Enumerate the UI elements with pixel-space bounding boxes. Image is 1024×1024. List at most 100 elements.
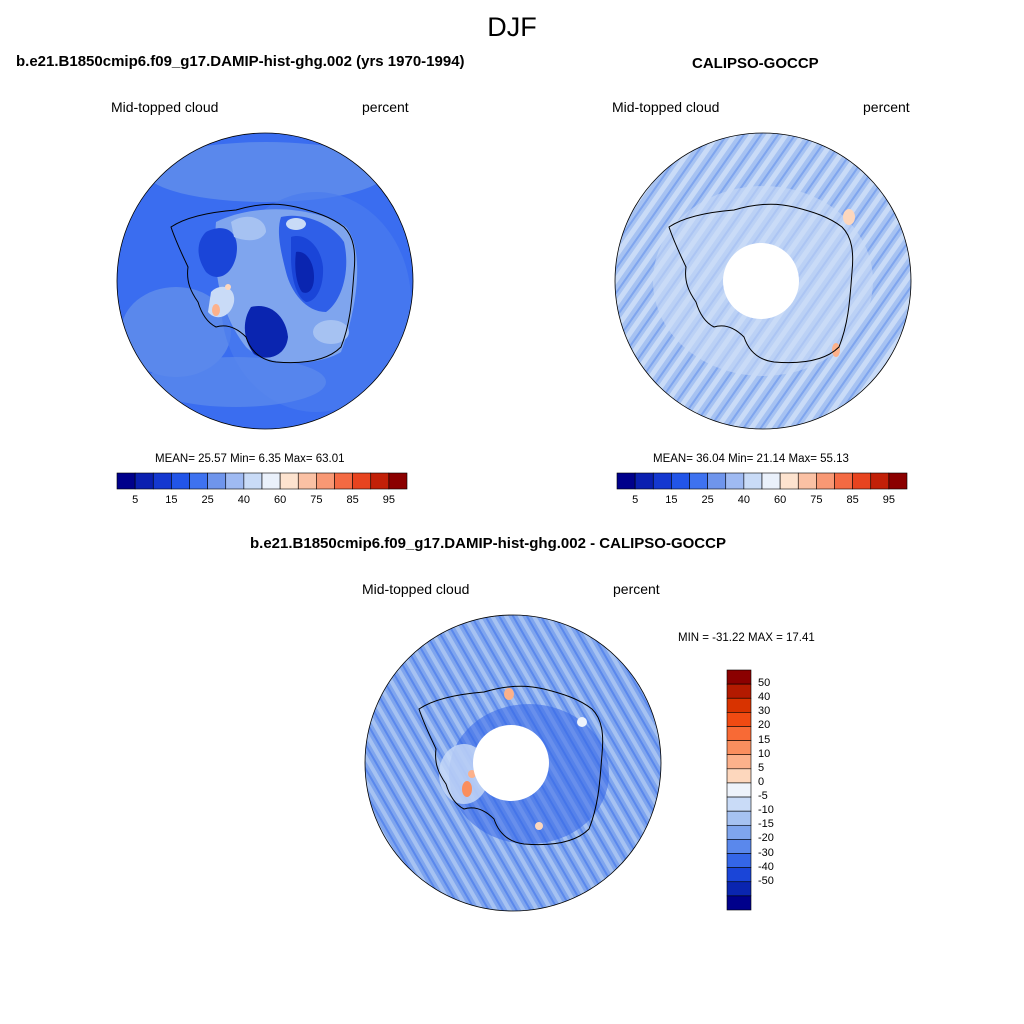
panel3-colorbar-box (726, 839, 752, 854)
panel1-colorbar (116, 472, 408, 490)
panel1-colorbar-box (370, 472, 390, 490)
panel2-colorbar (616, 472, 908, 490)
panel1-colorbar-tick-label: 60 (274, 494, 287, 506)
panel3-colorbar (726, 669, 752, 911)
panel2-colorbar-box (652, 472, 672, 490)
panel3-colorbar-box (726, 895, 752, 911)
panel2-colorbar-box (725, 472, 745, 490)
panel3-colorbar-tick-label: 40 (758, 691, 771, 704)
panel2-colorbar-box (797, 472, 817, 490)
panel2-polar-map (614, 132, 912, 430)
panel2-colorbar-box (671, 472, 690, 490)
panel1-variable-label: Mid-topped cloud (111, 99, 219, 115)
panel2-colorbar-tick-label: 95 (882, 494, 895, 506)
panel1-colorbar-box (207, 472, 227, 490)
panel2-units-label: percent (863, 99, 910, 115)
panel3-colorbar-tick-label: -5 (758, 790, 768, 803)
panel2-colorbar-box (834, 472, 853, 490)
panel3-units-label: percent (613, 581, 660, 597)
panel3-variable-label: Mid-topped cloud (362, 581, 470, 597)
panel1-colorbar-box (388, 472, 408, 490)
panel2-colorbar-tick-label: 75 (810, 494, 823, 506)
panel3-colorbar-box (726, 754, 752, 770)
panel3-colorbar-tick-label: -15 (758, 818, 774, 831)
panel2-title: CALIPSO-GOCCP (692, 55, 819, 72)
panel3-colorbar-ticks: 50 40 30 20 15 10 5 0 -5 -10 -15 -20 -30 -40 -50 (758, 670, 798, 910)
panel2-colorbar-tick-label: 5 (632, 494, 639, 506)
panel3-colorbar-tick-label: -30 (758, 846, 774, 859)
panel3-colorbar-box (726, 740, 752, 756)
panel2-colorbar-box (616, 472, 636, 490)
panel1-title: b.e21.B1850cmip6.f09_g17.DAMIP-hist-ghg.… (16, 53, 465, 70)
panel3-colorbar-box (726, 683, 752, 699)
panel2-colorbar-box (888, 472, 908, 490)
panel1-colorbar-box (189, 472, 208, 490)
panel2-colorbar-box (634, 472, 654, 490)
panel1-colorbar-tick-label: 5 (132, 494, 139, 506)
panel1-colorbar-box (334, 472, 353, 490)
panel3-colorbar-tick-label: 20 (758, 719, 771, 732)
panel2-colorbar-box (852, 472, 872, 490)
panel2-colorbar-box (743, 472, 763, 490)
panel3-colorbar-box (726, 712, 752, 727)
panel2-colorbar-tick-label: 60 (774, 494, 787, 506)
panel3-stats: MIN = -31.22 MAX = 17.41 (678, 632, 815, 644)
panel2-colorbar-box (761, 472, 781, 490)
panel3-colorbar-box (726, 810, 752, 826)
panel1-colorbar-box (243, 472, 263, 490)
panel1-colorbar-box (279, 472, 299, 490)
panel3-colorbar-box (726, 726, 752, 741)
panel3-colorbar-box (726, 697, 752, 713)
panel2-colorbar-box (707, 472, 727, 490)
panel2-colorbar-tick-label: 85 (846, 494, 859, 506)
panel3-polar-map (364, 614, 662, 912)
panel1-colorbar-box (152, 472, 172, 490)
panel3-colorbar-box (726, 881, 752, 897)
panel1-colorbar-tick-label: 25 (201, 494, 214, 506)
panel1-colorbar-tick-label: 85 (346, 494, 359, 506)
panel3-colorbar-tick-label: 0 (758, 775, 765, 788)
panel1-colorbar-box (116, 472, 136, 490)
panel1-colorbar-box (225, 472, 245, 490)
panel2-colorbar-tick-label: 15 (665, 494, 678, 506)
panel1-colorbar-box (134, 472, 154, 490)
panel3-colorbar-tick-label: -10 (758, 804, 774, 817)
panel3-title: b.e21.B1850cmip6.f09_g17.DAMIP-hist-ghg.… (250, 535, 726, 552)
panel3-colorbar-tick-label: -20 (758, 832, 774, 845)
panel1-colorbar-tick-label: 95 (382, 494, 395, 506)
panel1-colorbar-tick-label: 75 (310, 494, 323, 506)
panel1-colorbar-box (352, 472, 372, 490)
panel1-units-label: percent (362, 99, 409, 115)
panel2-colorbar-box (816, 472, 835, 490)
panel1-colorbar-box (171, 472, 190, 490)
panel2-colorbar-box (689, 472, 708, 490)
panel1-colorbar-tick-label: 15 (165, 494, 178, 506)
panel2-variable-label: Mid-topped cloud (612, 99, 720, 115)
panel3-colorbar-tick-label: 5 (758, 761, 765, 774)
panel2-colorbar-ticks: 5 15 25 40 60 75 85 95 (617, 494, 907, 508)
panel3-colorbar-box (726, 867, 752, 883)
panel1-polar-map (116, 132, 414, 430)
panel3-colorbar-box (726, 768, 752, 784)
panel3-colorbar-tick-label: -50 (758, 874, 774, 887)
panel3-colorbar-tick-label: 15 (758, 733, 771, 746)
panel3-colorbar-box (726, 824, 752, 840)
panel2-colorbar-box (870, 472, 890, 490)
panel2-colorbar-tick-label: 25 (701, 494, 714, 506)
panel3-colorbar-box (726, 782, 752, 798)
panel2-stats: MEAN= 36.04 Min= 21.14 Max= 55.13 (653, 453, 849, 465)
figure-title: DJF (487, 12, 537, 42)
panel3-colorbar-box (726, 796, 752, 812)
panel1-colorbar-box (297, 472, 317, 490)
panel1-colorbar-tick-label: 40 (237, 494, 250, 506)
panel2-colorbar-tick-label: 40 (737, 494, 750, 506)
panel2-colorbar-box (779, 472, 799, 490)
panel1-colorbar-box (261, 472, 281, 490)
panel3-colorbar-tick-label: -40 (758, 860, 774, 873)
panel3-colorbar-box (726, 853, 752, 868)
panel3-colorbar-box (726, 669, 752, 685)
panel1-stats: MEAN= 25.57 Min= 6.35 Max= 63.01 (155, 453, 345, 465)
panel3-colorbar-tick-label: 50 (758, 677, 771, 690)
panel3-colorbar-tick-label: 30 (758, 705, 771, 718)
panel3-colorbar-tick-label: 10 (758, 747, 771, 760)
